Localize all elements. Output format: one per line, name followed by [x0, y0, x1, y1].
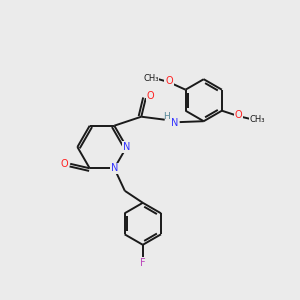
Text: O: O [147, 91, 154, 101]
Text: F: F [140, 258, 145, 268]
Text: O: O [61, 159, 69, 169]
Text: CH₃: CH₃ [250, 115, 265, 124]
Text: N: N [111, 163, 118, 173]
Text: CH₃: CH₃ [143, 74, 159, 83]
Text: O: O [235, 110, 242, 120]
Text: O: O [165, 76, 173, 86]
Text: N: N [171, 118, 178, 128]
Text: N: N [123, 142, 130, 152]
Text: H: H [163, 112, 169, 121]
